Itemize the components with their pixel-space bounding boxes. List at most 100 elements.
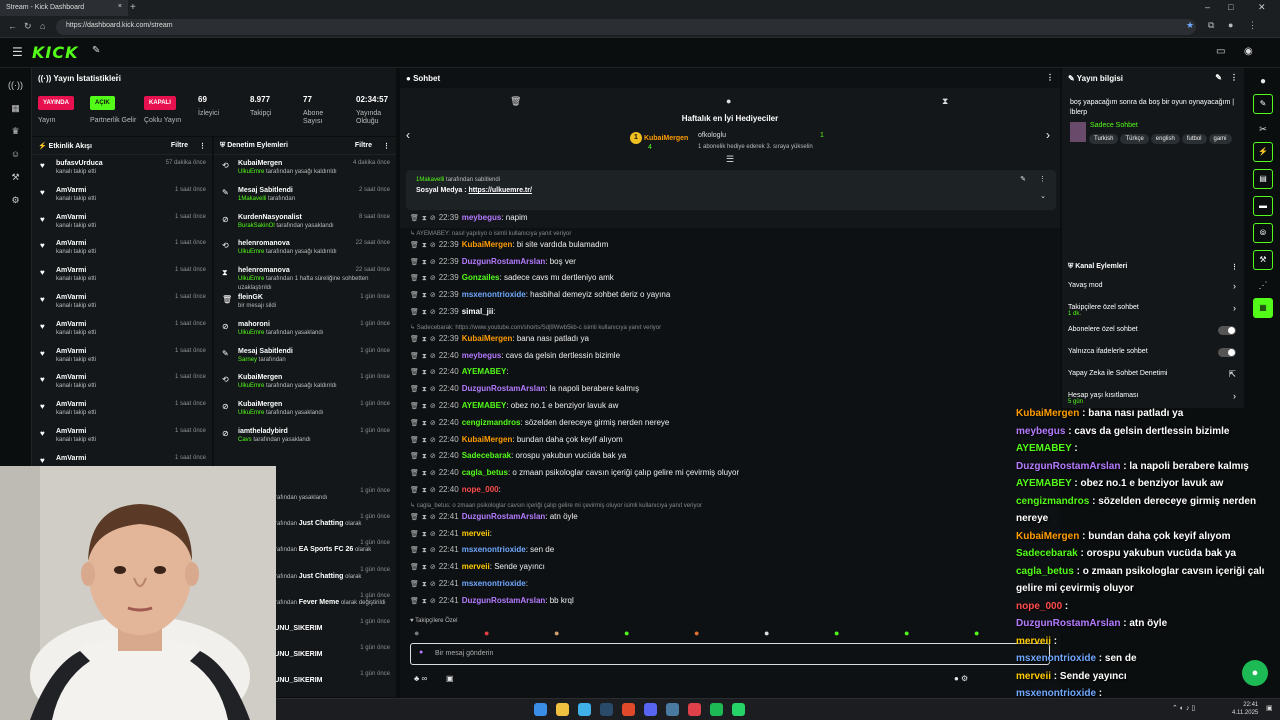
message-user[interactable]: DuzgunRostamArslan <box>461 511 546 521</box>
info-icon[interactable]: ● <box>1259 76 1267 87</box>
file-explorer-icon[interactable] <box>556 703 569 716</box>
start-icon[interactable] <box>534 703 547 716</box>
tab-close-icon[interactable]: × <box>117 3 122 10</box>
chat-message[interactable]: 🗑 ⧗ ⊘ 22:41 msxenontrioxide: sen de <box>410 545 1050 562</box>
app-icon[interactable] <box>622 703 635 716</box>
tray-icons[interactable]: ⌃ ◐ ♪ ▯ <box>1172 705 1196 712</box>
dashboard-icon[interactable]: ▦ <box>11 103 20 113</box>
browser-tab[interactable]: Stream - Kick Dashboard × <box>0 0 128 16</box>
delete-icon[interactable]: 🗑 <box>410 530 419 538</box>
chevron-right-icon[interactable]: › <box>1233 391 1236 401</box>
chat-message[interactable]: 🗑 ⧗ ⊘ 22:40 DuzgunRostamArslan: la napoli be… <box>410 384 1050 401</box>
chat-bubble-icon[interactable]: ● <box>726 96 732 106</box>
hourglass-icon[interactable]: ⧗ <box>942 96 949 106</box>
chat-message[interactable]: 🗑 ⧗ ⊘ 22:40 KubaiMergen: bundan daha çok key… <box>410 435 1050 452</box>
timeout-icon[interactable]: ⧗ <box>421 470 427 478</box>
activity-row[interactable]: ♥ AmVarmi 1 saat önce kanalı takip etti <box>32 182 212 209</box>
message-user[interactable]: msxenontrioxide <box>461 578 526 588</box>
message-user[interactable]: msxenontrioxide <box>461 545 526 555</box>
message-user[interactable]: AYEMABEY <box>461 367 507 377</box>
timeout-icon[interactable]: ⧗ <box>421 308 427 316</box>
ban-icon[interactable]: ⊘ <box>429 215 436 222</box>
activity-row[interactable]: ♥ AmVarmi 1 saat önce kanalı takip etti <box>32 343 212 370</box>
chevron-right-icon[interactable]: › <box>1233 303 1236 313</box>
emote-icon[interactable]: ● <box>764 628 770 638</box>
ban-icon[interactable]: ⊘ <box>429 402 436 410</box>
tag-chip[interactable]: gami <box>1208 134 1232 144</box>
ban-icon[interactable]: ⊘ <box>429 453 436 461</box>
channel-actions-menu-icon[interactable]: ⋮ <box>1231 264 1238 271</box>
ban-icon[interactable]: ⊘ <box>429 547 436 555</box>
profile-icon[interactable]: ● <box>1228 20 1234 30</box>
moderation-row[interactable]: TUNU_SIKERIM 1 gün önce <box>270 619 396 645</box>
bookmark-star-icon[interactable]: ★ <box>1186 20 1195 30</box>
whatsapp-icon[interactable] <box>732 703 745 716</box>
moderation-row[interactable]: ⧗ helenromanova 22 saat önce UlkuEmre taraf… <box>214 262 396 291</box>
tools-icon[interactable]: ⚒ <box>11 172 20 182</box>
channel-action-item[interactable]: Yalnızca ifadelerle sohbet <box>1062 342 1244 364</box>
user-menu-icon[interactable]: ◉ <box>1244 46 1253 57</box>
chat-message[interactable]: 🗑 ⧗ ⊘ 22:40 cengizmandros: sözelden dereceye… <box>410 418 1050 435</box>
ban-icon[interactable]: ⊘ <box>429 241 436 249</box>
hamburger-icon[interactable]: ☰ <box>12 45 23 59</box>
timeout-icon[interactable]: ⧗ <box>421 352 427 360</box>
moderation-row[interactable]: ✎ Mesaj Sabitlendi 2 saat önce 1Makavelli t… <box>214 182 396 209</box>
timeout-icon[interactable]: ⧗ <box>421 258 427 266</box>
chat-message[interactable]: 🗑 ⧗ ⊘ 22:41 msxenontrioxide: <box>410 579 1050 596</box>
message-user[interactable]: cengizmandros <box>461 417 521 427</box>
delete-icon[interactable]: 🗑 <box>410 241 419 249</box>
delete-icon[interactable]: 🗑 <box>410 292 419 300</box>
delete-icon[interactable]: 🗑 <box>410 486 419 494</box>
ban-icon[interactable]: ⊘ <box>429 530 436 538</box>
ban-icon[interactable]: ⊘ <box>429 597 436 605</box>
moderation-row[interactable]: tarafından EA Sports FC 26 olarak 1 gün ö… <box>270 540 396 566</box>
minimize-button[interactable]: – <box>1205 2 1211 12</box>
message-user[interactable]: merveii <box>461 528 490 538</box>
activity-row[interactable]: ♥ bufasvUrduca 57 dakika önce kanalı takip … <box>32 155 212 182</box>
next-arrow-icon[interactable]: › <box>1046 128 1050 142</box>
scroll-down-icon[interactable]: ☰ <box>726 154 735 164</box>
delete-icon[interactable]: 🗑 <box>410 453 419 461</box>
edge-icon[interactable] <box>578 703 591 716</box>
document-icon[interactable]: ▤ <box>1253 169 1273 189</box>
pin-icon[interactable]: ✎ <box>92 45 101 56</box>
edit-icon[interactable]: ✎ <box>1253 94 1273 114</box>
kick-logo[interactable]: KICK <box>32 43 79 62</box>
ban-icon[interactable]: ⊘ <box>429 352 436 360</box>
chat-message[interactable]: 🗑 ⧗ ⊘ 22:40 cagla_betus: o zmaan psikologlar… <box>410 468 1050 485</box>
message-user[interactable]: merveii <box>461 562 490 572</box>
timeout-icon[interactable]: ⧗ <box>421 369 427 377</box>
close-window-button[interactable]: ✕ <box>1258 2 1266 12</box>
chat-message[interactable]: 🗑 ⧗ ⊘ 22:39 KubaiMergen: bi site vardıda bul… <box>410 240 1050 257</box>
lightning-icon[interactable]: ⚡ <box>1253 142 1273 162</box>
moderation-row[interactable]: tarafından Fever Meme olarak değiştirild… <box>270 593 396 619</box>
moderation-row[interactable]: tarafından yasaklandı 1 gün önce <box>270 488 396 514</box>
activity-row[interactable]: ♥ AmVarmi 1 saat önce kanalı takip etti <box>32 209 212 236</box>
timeout-icon[interactable]: ⧗ <box>421 597 427 605</box>
delete-icon[interactable]: 🗑 <box>410 513 419 521</box>
delete-icon[interactable]: 🗑 <box>410 597 419 605</box>
moderation-row[interactable]: ⟲ helenromanova 22 saat önce UlkuEmre taraf… <box>214 235 396 262</box>
message-user[interactable]: DuzgunRostamArslan <box>461 256 546 266</box>
channel-action-item[interactable]: Takipçilere özel sohbet 1 dk. › <box>1062 298 1244 320</box>
delete-icon[interactable]: 🗑 <box>410 258 419 266</box>
delete-icon[interactable]: 🗑 <box>410 419 419 427</box>
tag-chip[interactable]: english <box>1150 134 1180 144</box>
chat-message[interactable]: 🗑 ⧗ ⊘ 22:40 AYEMABEY: obez no.1 e benziyor l… <box>410 401 1050 418</box>
toggle-switch[interactable] <box>1218 326 1236 335</box>
message-user[interactable]: simal_jii <box>461 306 494 316</box>
steam-icon[interactable] <box>600 703 613 716</box>
app-icon[interactable]: ▦ <box>1253 298 1273 318</box>
extensions-icon[interactable]: ⧉ <box>1208 20 1215 30</box>
pinned-menu-icon[interactable]: ⋮ <box>1039 176 1046 183</box>
trophy-icon[interactable]: ♛ <box>11 126 20 136</box>
maximize-button[interactable]: □ <box>1228 2 1234 12</box>
moderation-row[interactable]: TUNU_SIKERIM 1 gün önce <box>270 671 396 697</box>
ban-icon[interactable]: ⊘ <box>429 308 436 316</box>
emote-picker-icon[interactable]: ♣ ∞ <box>414 674 428 683</box>
whatsapp-float-icon[interactable]: ● <box>1242 660 1268 686</box>
chat-menu-icon[interactable]: ⋮ <box>1046 73 1054 82</box>
ban-icon[interactable]: ⊘ <box>429 470 436 478</box>
emote-icon[interactable]: ● <box>554 628 560 638</box>
layout-icon[interactable]: ▭ <box>1216 46 1226 57</box>
